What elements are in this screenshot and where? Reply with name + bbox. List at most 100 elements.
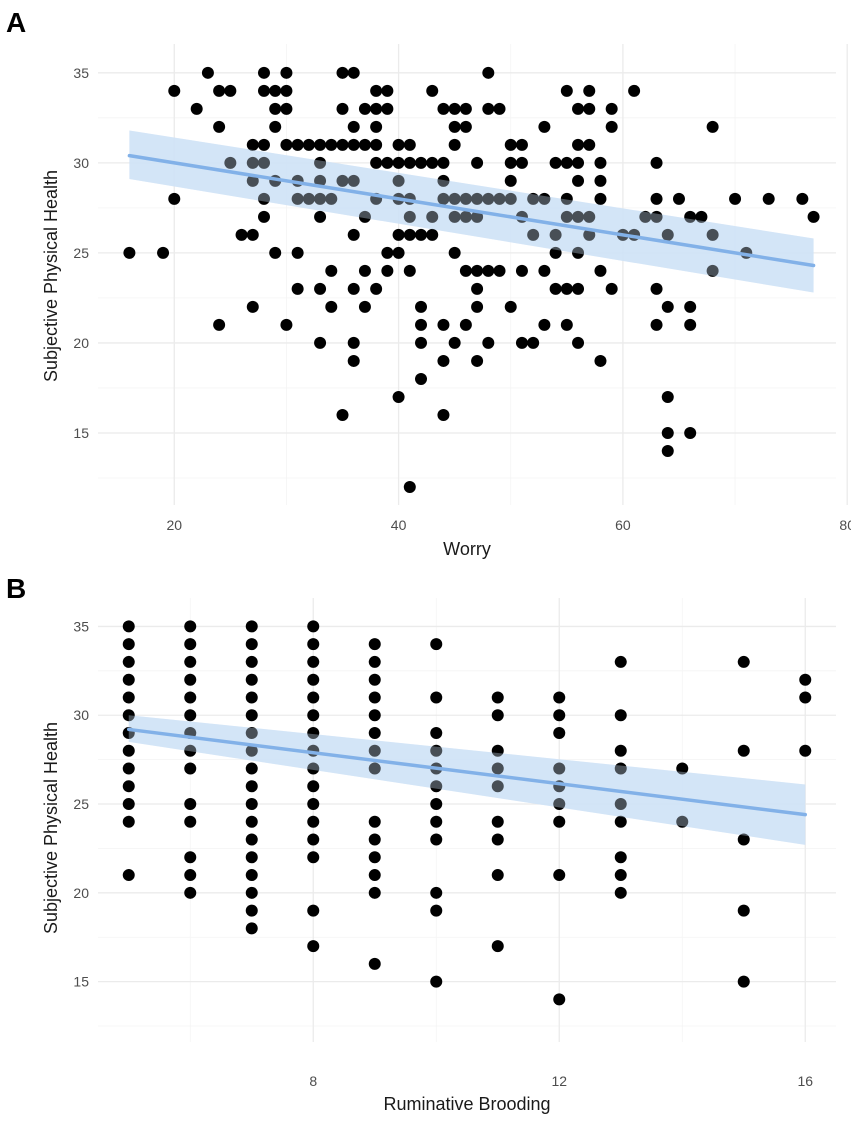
data-point [605, 282, 618, 295]
data-point [737, 833, 750, 846]
data-point [370, 120, 383, 133]
data-point [661, 390, 674, 403]
data-point [706, 120, 719, 133]
data-point [594, 174, 607, 187]
data-point [482, 192, 495, 205]
data-point [246, 300, 259, 313]
data-point [381, 84, 394, 97]
data-point [549, 282, 562, 295]
data-point [430, 798, 443, 811]
data-point [245, 922, 258, 935]
data-point [628, 84, 641, 97]
data-point [553, 798, 566, 811]
data-point [605, 120, 618, 133]
data-point [614, 798, 627, 811]
x-tick-label: 40 [391, 517, 407, 533]
data-point [157, 246, 170, 259]
y-tick-label: 30 [73, 155, 89, 171]
data-point [430, 744, 443, 757]
data-point [325, 264, 338, 277]
data-point [471, 156, 484, 169]
data-point [314, 210, 327, 223]
panel-b: B 8 12 16 15 20 25 30 35 Ruminative Brooding S… [6, 573, 836, 1114]
data-point [605, 102, 618, 115]
data-point [168, 84, 181, 97]
data-point [392, 246, 405, 259]
data-point [122, 691, 135, 704]
data-point [504, 138, 517, 151]
data-point [302, 192, 315, 205]
data-point [676, 815, 689, 828]
data-point [403, 138, 416, 151]
data-point [168, 192, 181, 205]
data-point [325, 192, 338, 205]
data-point [257, 66, 270, 79]
data-point [245, 709, 258, 722]
data-point [184, 886, 197, 899]
data-point [269, 120, 282, 133]
data-point [515, 156, 528, 169]
data-point [269, 246, 282, 259]
data-point [245, 851, 258, 864]
data-point [482, 264, 495, 277]
data-point [448, 138, 461, 151]
data-point [358, 210, 371, 223]
y-tick-label: 15 [73, 425, 89, 441]
data-point [314, 156, 327, 169]
data-point [515, 138, 528, 151]
data-point [245, 798, 258, 811]
data-point [430, 904, 443, 917]
data-point [430, 638, 443, 651]
data-point [224, 156, 237, 169]
data-point [661, 426, 674, 439]
confidence-band-overlay [128, 715, 806, 845]
data-point [314, 174, 327, 187]
data-point [491, 691, 504, 704]
data-point [737, 744, 750, 757]
regression-line [127, 153, 816, 268]
data-point [515, 264, 528, 277]
data-point [426, 84, 439, 97]
confidence-band-b [128, 715, 806, 845]
data-point [307, 655, 320, 668]
data-point [650, 156, 663, 169]
y-tick-label: 20 [73, 335, 89, 351]
data-point [437, 192, 450, 205]
data-point [538, 120, 551, 133]
data-point [415, 336, 428, 349]
data-point [201, 66, 214, 79]
data-point [553, 869, 566, 882]
data-point [257, 210, 270, 223]
data-point [336, 174, 349, 187]
data-point [280, 84, 293, 97]
data-point [368, 691, 381, 704]
data-point [280, 66, 293, 79]
fit-line-a [127, 130, 816, 293]
data-point [314, 138, 327, 151]
data-point [459, 210, 472, 223]
data-point [430, 691, 443, 704]
data-point [184, 673, 197, 686]
data-point [245, 886, 258, 899]
data-point [392, 390, 405, 403]
x-axis-title-b: Ruminative Brooding [383, 1094, 550, 1114]
data-point [799, 673, 812, 686]
data-point [245, 815, 258, 828]
data-point [426, 228, 439, 241]
data-point [190, 102, 203, 115]
data-point [538, 264, 551, 277]
data-point [430, 886, 443, 899]
data-point [437, 174, 450, 187]
data-point [471, 264, 484, 277]
data-point [437, 102, 450, 115]
y-axis-title-a: Subjective Physical Health [41, 170, 61, 382]
data-point [572, 156, 585, 169]
data-point [213, 318, 226, 331]
data-point [307, 815, 320, 828]
data-point [471, 300, 484, 313]
data-point [184, 851, 197, 864]
data-point [459, 318, 472, 331]
data-point [122, 869, 135, 882]
data-point [448, 336, 461, 349]
x-tick-label: 60 [615, 517, 631, 533]
